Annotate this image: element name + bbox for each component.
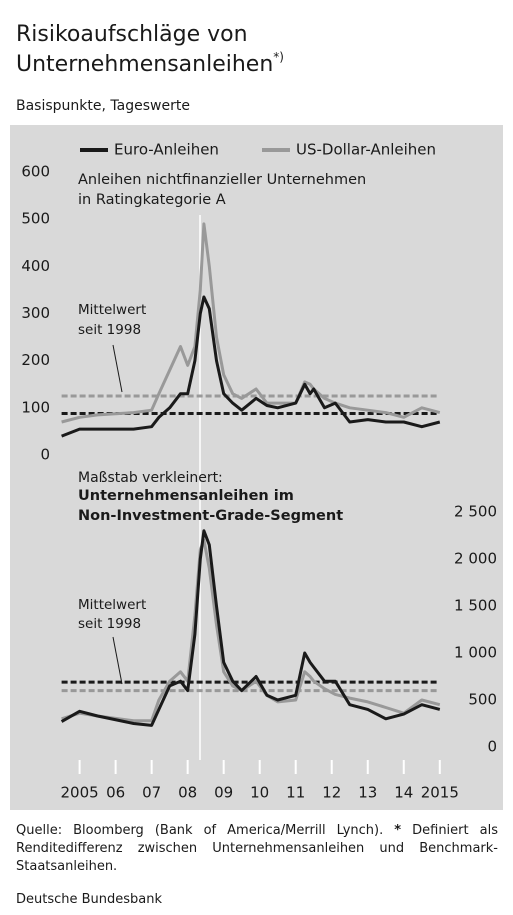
legend-label: US-Dollar-Anleihen xyxy=(296,141,436,159)
x-tick-label: 13 xyxy=(358,784,377,802)
x-tick-label: 07 xyxy=(142,784,161,802)
annotation: seit 1998 xyxy=(78,322,141,338)
source-star: * xyxy=(394,823,402,838)
footer: Quelle: Bloomberg (Bank of America/Merri… xyxy=(16,822,498,876)
legend-label: Euro-Anleihen xyxy=(114,141,219,159)
annotation: Mittelwert xyxy=(78,302,146,318)
panel-label: Unternehmensanleihen im xyxy=(78,488,294,504)
x-tick-label: 11 xyxy=(286,784,305,802)
y-tick-label: 500 xyxy=(21,210,50,228)
publisher: Deutsche Bundesbank xyxy=(16,892,163,907)
y-tick-label: 600 xyxy=(21,163,50,181)
y-tick-label: 1 000 xyxy=(454,644,497,662)
x-tick-label: 2005 xyxy=(61,784,99,802)
series-line xyxy=(61,538,441,723)
title: Unternehmensanleihen*) xyxy=(16,50,284,78)
source: Quelle: Bloomberg (Bank of America/Merri… xyxy=(16,823,384,838)
y-tick-label: 200 xyxy=(21,351,50,369)
x-tick-label: 12 xyxy=(322,784,341,802)
annotation: seit 1998 xyxy=(78,616,141,632)
x-tick-label: 14 xyxy=(394,784,413,802)
series-line xyxy=(61,222,441,424)
title: Unternehmensanleihen xyxy=(16,52,273,77)
series-line xyxy=(60,529,441,727)
subtitle: Basispunkte, Tageswerte xyxy=(16,98,190,114)
source: Definiert als Renditedifferenz zwischen … xyxy=(16,823,498,874)
y-tick-label: 2 500 xyxy=(454,503,497,521)
title: Risikoaufschläge von xyxy=(16,22,248,47)
y-tick-label: 100 xyxy=(21,398,50,416)
y-tick-label: 500 xyxy=(468,691,497,709)
x-tick-label: 2015 xyxy=(421,784,459,802)
y-tick-label: 0 xyxy=(40,446,50,464)
panel-label: in Ratingkategorie A xyxy=(78,192,226,208)
x-tick-label: 10 xyxy=(250,784,269,802)
y-tick-label: 0 xyxy=(487,738,497,756)
y-tick-label: 400 xyxy=(21,257,50,275)
x-tick-label: 09 xyxy=(214,784,233,802)
series-line xyxy=(61,295,441,438)
y-tick-label: 1 500 xyxy=(454,597,497,615)
x-tick-label: 06 xyxy=(106,784,125,802)
y-tick-label: 2 000 xyxy=(454,550,497,568)
x-tick-label: 08 xyxy=(178,784,197,802)
panel-label: Non-Investment-Grade-Segment xyxy=(78,508,343,524)
y-tick-label: 300 xyxy=(21,304,50,322)
chart-background xyxy=(10,125,503,810)
annotation: Mittelwert xyxy=(78,597,146,613)
annotation-pointer xyxy=(112,636,123,685)
panel-label: Anleihen nichtfinanzieller Unternehmen xyxy=(78,172,366,188)
title-note: *) xyxy=(273,50,284,64)
panel-note: Maßstab verkleinert: xyxy=(78,470,223,486)
annotation-pointer xyxy=(112,344,123,393)
